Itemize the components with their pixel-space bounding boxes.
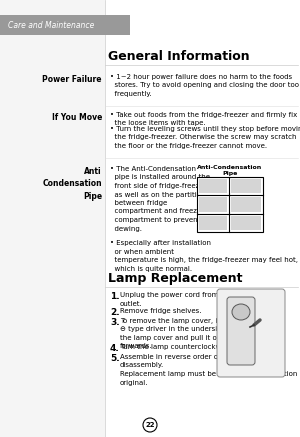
Text: Anti
Condensation
Pipe: Anti Condensation Pipe xyxy=(42,167,102,201)
Text: If You Move: If You Move xyxy=(52,113,102,122)
Text: To remove the lamp cover, insert
⊖ type driver in the underside of
the lamp cove: To remove the lamp cover, insert ⊖ type … xyxy=(120,318,236,350)
Ellipse shape xyxy=(232,304,250,320)
Bar xyxy=(0,0,105,437)
Text: • Especially after installation
  or when ambient
  temperature is high, the fri: • Especially after installation or when … xyxy=(110,240,298,271)
Text: 22: 22 xyxy=(145,422,155,428)
Text: Remove fridge shelves.: Remove fridge shelves. xyxy=(120,308,202,314)
Text: 4.: 4. xyxy=(110,344,120,353)
Bar xyxy=(197,177,263,232)
Text: • Turn the leveling screws until they stop before moving
  the fridge-freezer. O: • Turn the leveling screws until they st… xyxy=(110,126,300,149)
Text: Assemble in reverse order of
disassembly.
Replacement lamp must be the same spec: Assemble in reverse order of disassembly… xyxy=(120,354,300,385)
Text: 3.: 3. xyxy=(110,318,120,327)
Circle shape xyxy=(143,418,157,432)
FancyBboxPatch shape xyxy=(217,289,285,377)
Text: Anti-Condensation
Pipe: Anti-Condensation Pipe xyxy=(197,165,262,176)
Text: • 1~2 hour power failure does no harm to the foods
  stores. Try to avoid openin: • 1~2 hour power failure does no harm to… xyxy=(110,74,299,97)
Text: Power Failure: Power Failure xyxy=(43,75,102,84)
FancyBboxPatch shape xyxy=(227,297,255,365)
Bar xyxy=(231,197,261,212)
Text: • Take out foods from the fridge-freezer and firmly fix
  the loose items with t: • Take out foods from the fridge-freezer… xyxy=(110,112,297,126)
Text: 5.: 5. xyxy=(110,354,120,363)
Bar xyxy=(199,216,227,230)
Text: General Information: General Information xyxy=(108,50,250,63)
Bar xyxy=(199,197,227,212)
Bar xyxy=(231,179,261,193)
Text: • The Anti-Condensation
  pipe is installed around the
  front side of fridge-fr: • The Anti-Condensation pipe is installe… xyxy=(110,166,210,232)
Text: 2.: 2. xyxy=(110,308,120,317)
Text: 1.: 1. xyxy=(110,292,120,301)
Text: Turn the lamp counterclockwise.: Turn the lamp counterclockwise. xyxy=(120,344,233,350)
Text: Unplug the power cord from the
outlet.: Unplug the power cord from the outlet. xyxy=(120,292,232,306)
Text: Care and Maintenance: Care and Maintenance xyxy=(8,21,94,30)
Bar xyxy=(199,179,227,193)
Bar xyxy=(0,15,130,35)
Text: Lamp Replacement: Lamp Replacement xyxy=(108,272,242,285)
Bar xyxy=(231,216,261,230)
